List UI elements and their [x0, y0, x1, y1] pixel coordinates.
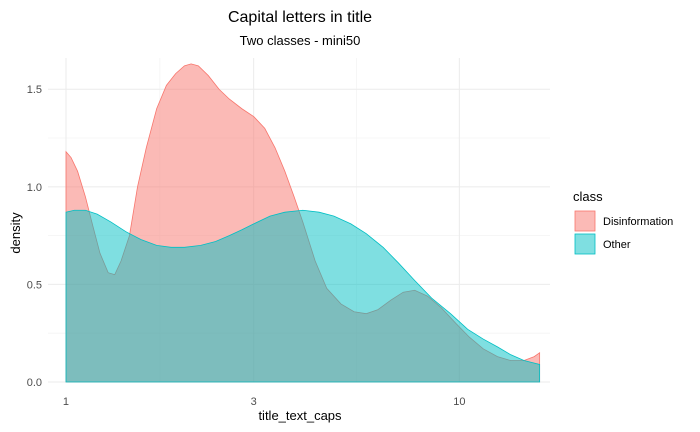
- x-axis-title: title_text_caps: [258, 408, 342, 423]
- x-tick-label: 3: [251, 396, 257, 408]
- x-tick-label: 1: [63, 396, 69, 408]
- legend: class Disinformation Other: [573, 189, 673, 255]
- x-axis-ticks: 1 3 10: [63, 396, 466, 408]
- y-tick-label: 1.5: [27, 84, 42, 96]
- legend-label-other: Other: [603, 239, 631, 251]
- legend-title: class: [573, 189, 603, 204]
- y-tick-label: 0.5: [27, 279, 42, 291]
- legend-key-disinformation: [574, 210, 596, 232]
- chart-subtitle: Two classes - mini50: [240, 33, 361, 48]
- legend-label-disinformation: Disinformation: [603, 216, 673, 228]
- density-area-other: [65, 209, 541, 383]
- y-tick-label: 1.0: [27, 182, 42, 194]
- y-tick-label: 0.0: [27, 377, 42, 389]
- legend-key-other: [574, 233, 596, 255]
- x-tick-label: 10: [453, 396, 465, 408]
- chart-title: Capital letters in title: [228, 9, 372, 26]
- y-axis-ticks: 0.0 0.5 1.0 1.5: [27, 84, 42, 389]
- y-axis-title: density: [8, 212, 23, 254]
- density-areas: [65, 63, 541, 383]
